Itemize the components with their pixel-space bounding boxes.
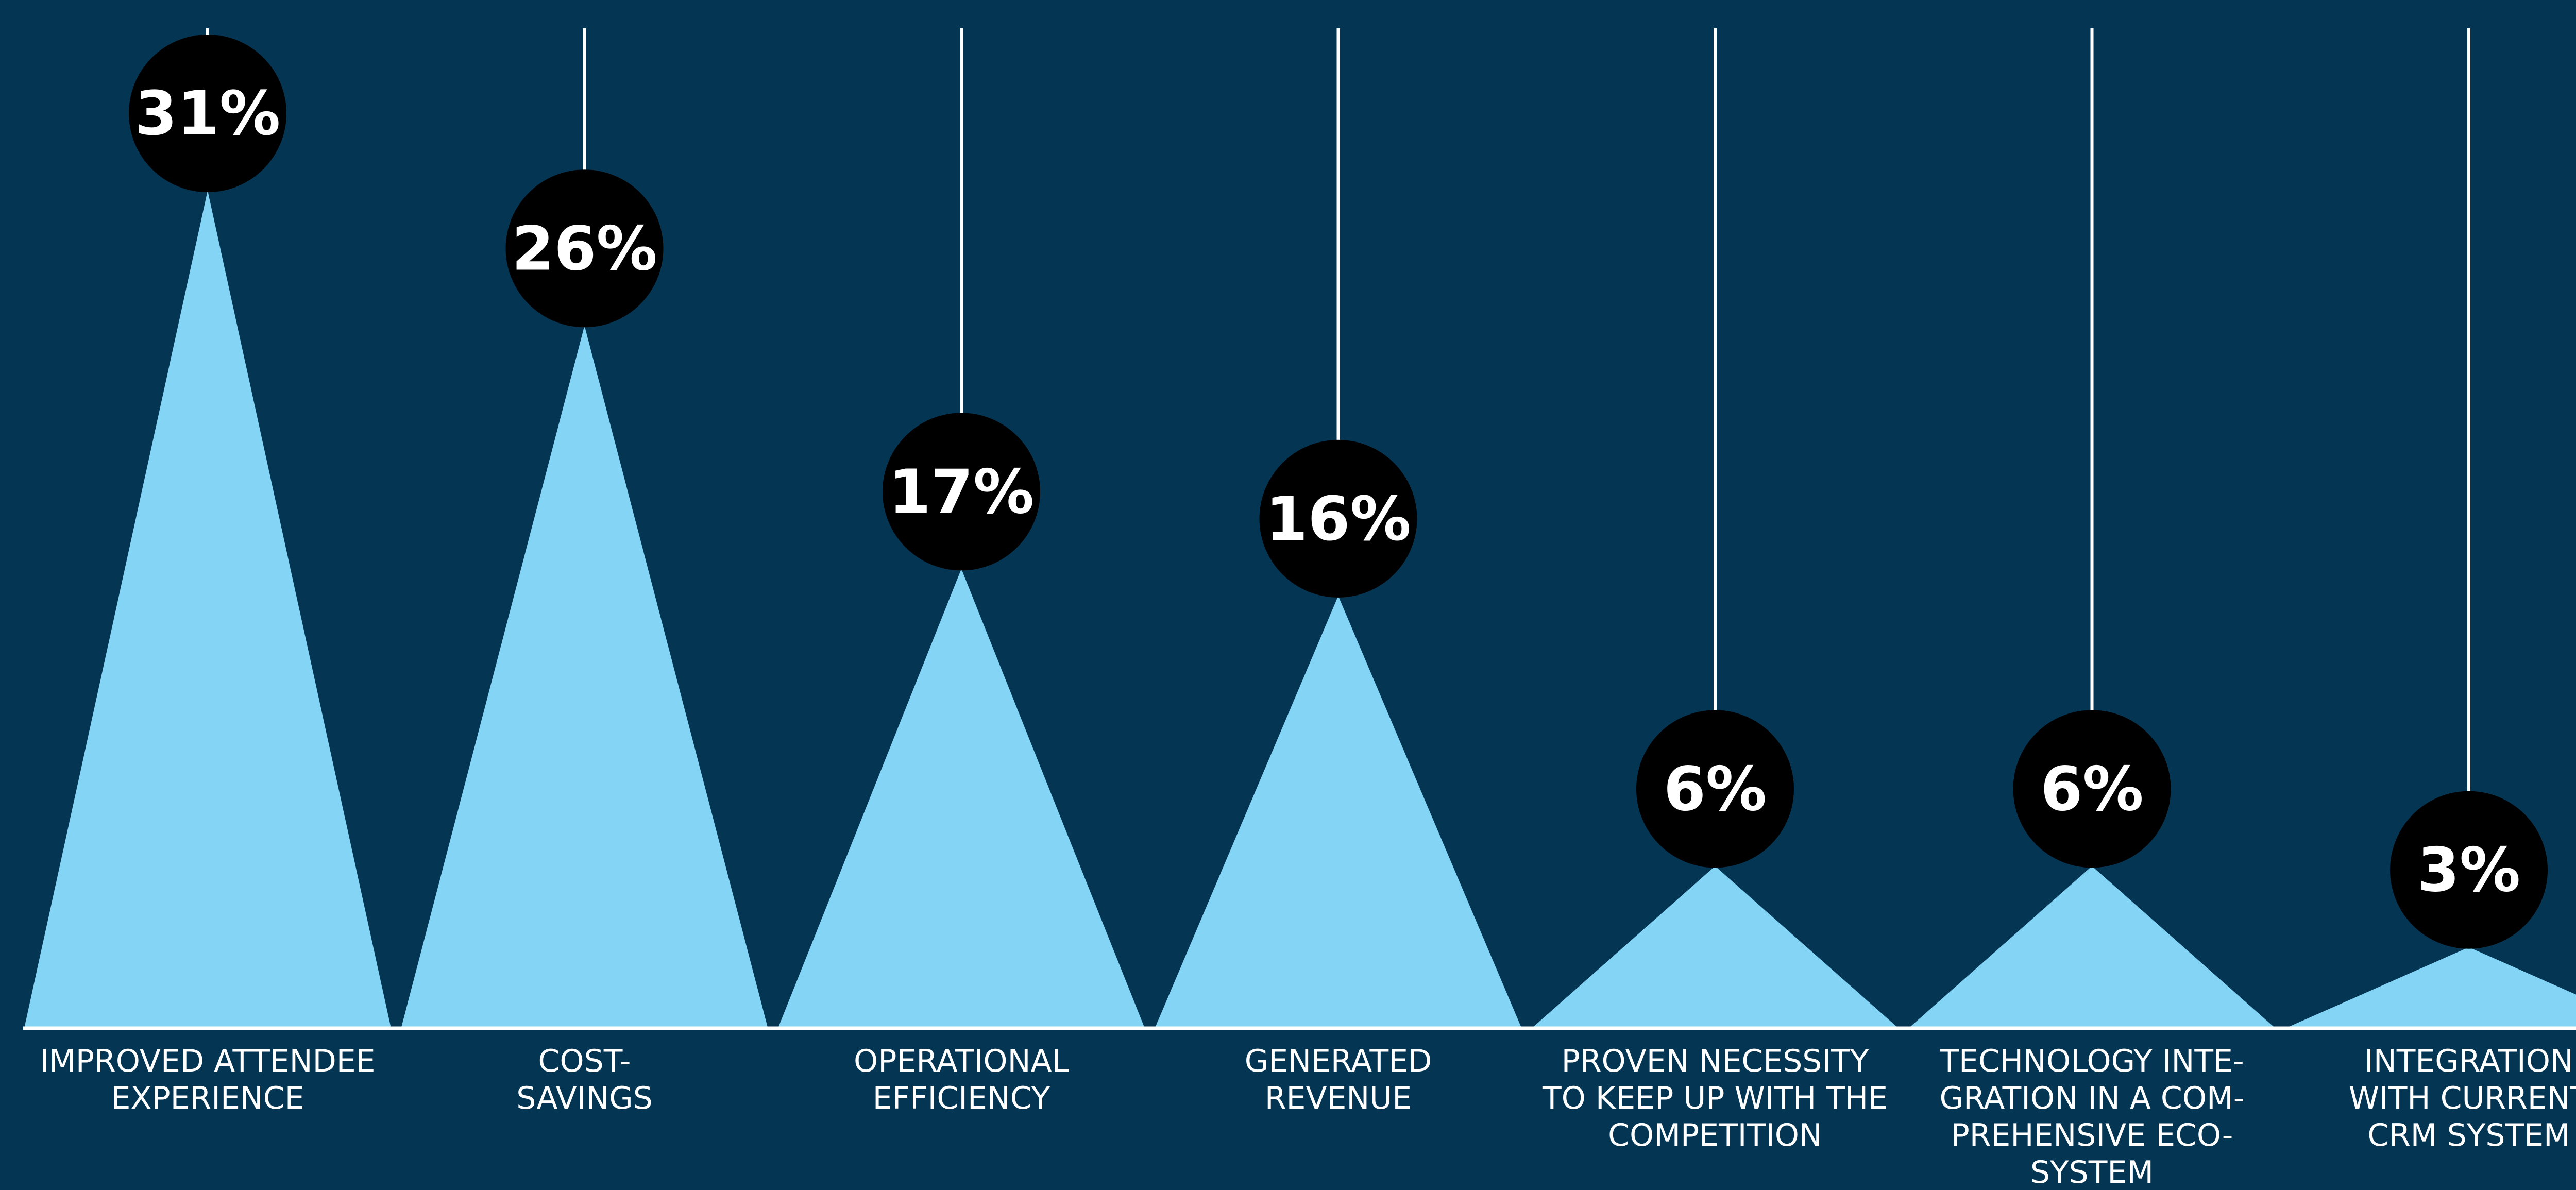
value-bubble (1259, 439, 1417, 598)
category-label-line: TO KEEP UP WITH THE (1542, 1080, 1888, 1116)
category-label-line: GENERATED (1245, 1043, 1432, 1079)
value-bubble (883, 413, 1040, 571)
value-label: 16% (1265, 483, 1411, 554)
bar-triangle (24, 191, 391, 1028)
category-label: GENERATED REVENUE (1245, 1043, 1432, 1116)
category-label-line: SYSTEM (2030, 1154, 2154, 1190)
bar-triangle (1908, 866, 2276, 1028)
category-label-line: COST- (538, 1043, 631, 1079)
category-label: INTEGRATION WITH CURRENT CRM SYSTEM (2349, 1043, 2576, 1153)
category-label-line: IMPROVED ATTENDEE (40, 1043, 375, 1079)
bar-triangle (1155, 596, 1522, 1028)
value-label: 17% (889, 456, 1034, 527)
value-bubble (2013, 710, 2171, 868)
bar-triangle (1532, 866, 1899, 1028)
value-bubble (2390, 791, 2548, 949)
category-label-line: PROVEN NECESSITY (1562, 1043, 1869, 1079)
category-label-line: COMPETITION (1608, 1117, 1822, 1153)
category-label: COST-SAVINGS (516, 1043, 653, 1116)
category-label-line: EFFICIENCY (873, 1080, 1050, 1116)
bar-triangle (401, 326, 768, 1028)
category-label-line: REVENUE (1265, 1080, 1412, 1116)
category-label-line: TECHNOLOGY INTE- (1939, 1043, 2244, 1079)
category-label-line: INTEGRATION (2364, 1043, 2573, 1079)
category-label-line: GRATION IN A COM- (1940, 1080, 2245, 1116)
category-label-line: PREHENSIVE ECO- (1951, 1117, 2233, 1153)
value-label: 3% (2417, 835, 2520, 906)
value-bubble (129, 35, 286, 193)
value-label: 31% (135, 78, 280, 149)
category-label: OPERATIONAL EFFICIENCY (854, 1043, 1069, 1116)
value-bubble (1636, 710, 1794, 868)
category-label-line: SAVINGS (516, 1080, 653, 1116)
category-label: IMPROVED ATTENDEE EXPERIENCE (40, 1043, 375, 1116)
category-label-line: WITH CURRENT (2349, 1080, 2576, 1116)
category-label-line: EXPERIENCE (111, 1080, 304, 1116)
value-label: 26% (512, 213, 657, 284)
value-bubble (505, 169, 664, 328)
category-label-line: CRM SYSTEM (2367, 1117, 2570, 1153)
category-label: PROVEN NECESSITY TO KEEP UP WITH THE COMPE… (1542, 1043, 1888, 1153)
value-label: 6% (2040, 753, 2143, 824)
bar-triangle (2285, 947, 2576, 1028)
bar-triangle (778, 569, 1145, 1028)
category-label-line: OPERATIONAL (854, 1043, 1069, 1079)
category-label: TECHNOLOGY INTE-GRATION IN A COM-PREHENS… (1939, 1043, 2244, 1190)
value-label: 6% (1664, 753, 1767, 824)
